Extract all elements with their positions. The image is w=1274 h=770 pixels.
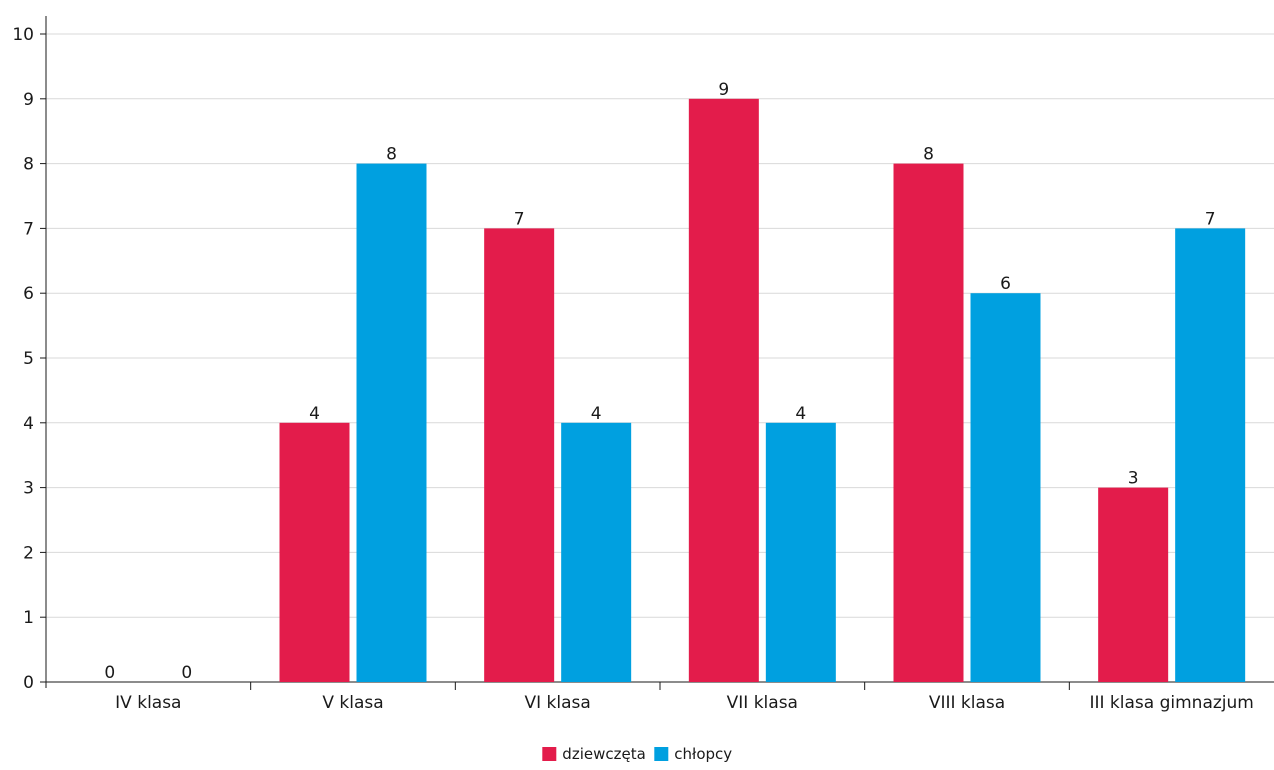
legend-label: dziewczęta: [562, 745, 645, 763]
legend-swatch: [542, 747, 557, 761]
bar-dziewczeta: [1098, 487, 1169, 682]
y-tick-label: 0: [23, 673, 34, 693]
bar-chlopcy: [970, 293, 1041, 682]
bar-value-label: 6: [1000, 274, 1011, 294]
y-tick-label: 3: [23, 479, 34, 499]
y-tick-label: 6: [23, 284, 34, 304]
x-axis: IV klasa V klasa VI klasa VII klasa VIII kla…: [46, 681, 1274, 713]
y-tick-label: 9: [23, 90, 34, 110]
legend: dziewczęta chłopcy: [542, 745, 732, 763]
legend-swatch: [654, 747, 669, 761]
x-category-label: VI klasa: [525, 693, 591, 713]
y-tick-label: 5: [23, 349, 34, 369]
gridlines: [46, 33, 1274, 618]
bar-chlopcy: [356, 163, 427, 683]
bar-chlopcy: [561, 422, 632, 682]
y-tick-label: 10: [12, 25, 34, 45]
bars: [279, 98, 1246, 683]
bar-value-label: 8: [923, 145, 934, 165]
x-category-label: IV klasa: [115, 693, 181, 713]
bar-value-label: 8: [386, 145, 397, 165]
y-tick-label: 1: [23, 608, 34, 628]
bar-dziewczeta: [484, 228, 555, 682]
bar-chlopcy: [1175, 228, 1246, 682]
bar-value-label: 7: [514, 209, 525, 229]
bar-dziewczeta: [893, 163, 964, 683]
y-tick-label: 4: [23, 414, 34, 434]
data-labels: 0 0 4 8 7 4 9 4 8 6 3 7: [104, 80, 1215, 683]
y-tick-label: 8: [23, 155, 34, 175]
y-tick-label: 2: [23, 543, 34, 563]
y-tick-label: 7: [23, 219, 34, 239]
bar-dziewczeta: [279, 422, 350, 682]
bar-value-label: 0: [181, 663, 192, 683]
legend-label: chłopcy: [674, 745, 732, 763]
x-category-label: V klasa: [322, 693, 383, 713]
bar-value-label: 4: [795, 404, 806, 424]
bar-value-label: 3: [1128, 469, 1139, 489]
bar-value-label: 4: [591, 404, 602, 424]
x-category-label: III klasa gimnazjum: [1089, 693, 1253, 713]
x-category-label: VIII klasa: [929, 693, 1005, 713]
bar-value-label: 4: [309, 404, 320, 424]
bar-value-label: 9: [718, 80, 729, 100]
bar-value-label: 7: [1205, 209, 1216, 229]
x-category-label: VII klasa: [727, 693, 798, 713]
bar-chlopcy: [765, 422, 836, 682]
y-axis: 0 1 2 3 4 5 6 7 8 9 10: [12, 16, 47, 693]
bar-value-label: 0: [104, 663, 115, 683]
bar-dziewczeta: [688, 98, 759, 683]
